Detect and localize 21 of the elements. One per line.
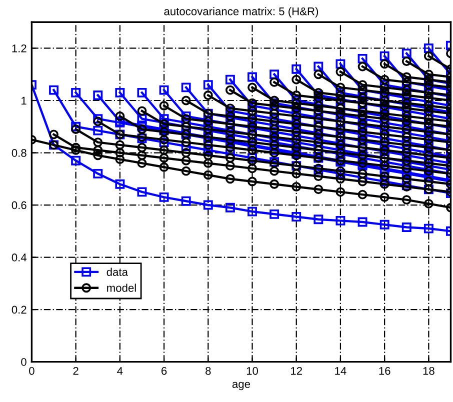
chart-title: autocovariance matrix: 5 (H&R) — [164, 7, 318, 18]
x-tick-label: 0 — [29, 366, 34, 375]
y-tick-label: 0.6 — [12, 201, 26, 210]
x-tick-label: 8 — [206, 366, 211, 375]
y-tick-label: 0 — [21, 358, 26, 366]
x-tick-label: 18 — [423, 366, 434, 375]
y-tick-label: 0.8 — [12, 149, 26, 157]
x-axis-title: age — [232, 382, 250, 390]
x-tick-label: 2 — [73, 366, 78, 375]
x-tick-label: 14 — [335, 367, 346, 375]
legend-label: data — [106, 268, 128, 276]
y-tick-label: 1 — [22, 96, 26, 105]
x-tick-label: 4 — [117, 367, 123, 375]
y-tick-label: 0.2 — [12, 306, 26, 314]
legend-label: model — [107, 284, 136, 292]
x-tick-label: 10 — [246, 366, 258, 375]
x-tick-label: 16 — [379, 366, 390, 375]
y-tick-label: 1.2 — [12, 44, 26, 52]
x-tick-label: 6 — [162, 366, 167, 375]
y-tick-label: 0.4 — [12, 254, 27, 262]
x-tick-label: 12 — [291, 366, 302, 375]
